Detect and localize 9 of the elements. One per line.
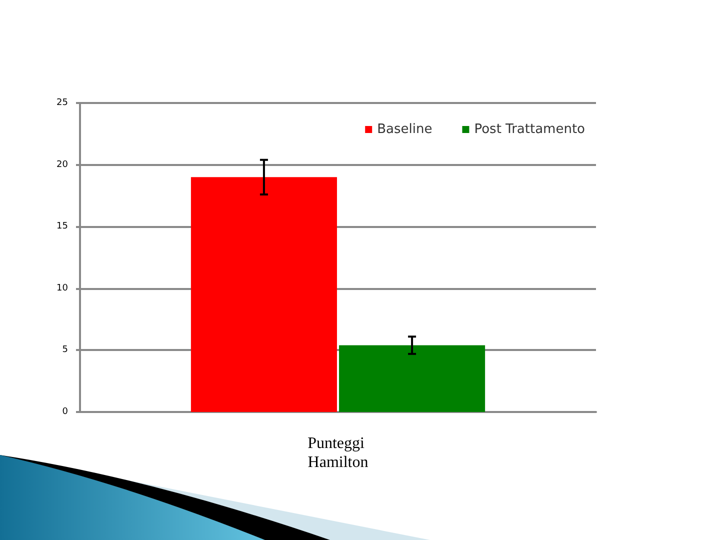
y-tick-label: 5 [62, 345, 68, 356]
legend-label: Post Trattamento [474, 122, 586, 137]
y-tick-label: 20 [56, 160, 68, 170]
legend-label: Baseline [377, 122, 432, 137]
y-tick-label: 10 [56, 283, 68, 294]
y-tick-label: 15 [56, 222, 68, 232]
y-tick-label: 25 [56, 98, 68, 108]
x-tick-label: Punteggi Hamilton [308, 435, 368, 471]
y-tick-label: 0 [62, 407, 68, 417]
